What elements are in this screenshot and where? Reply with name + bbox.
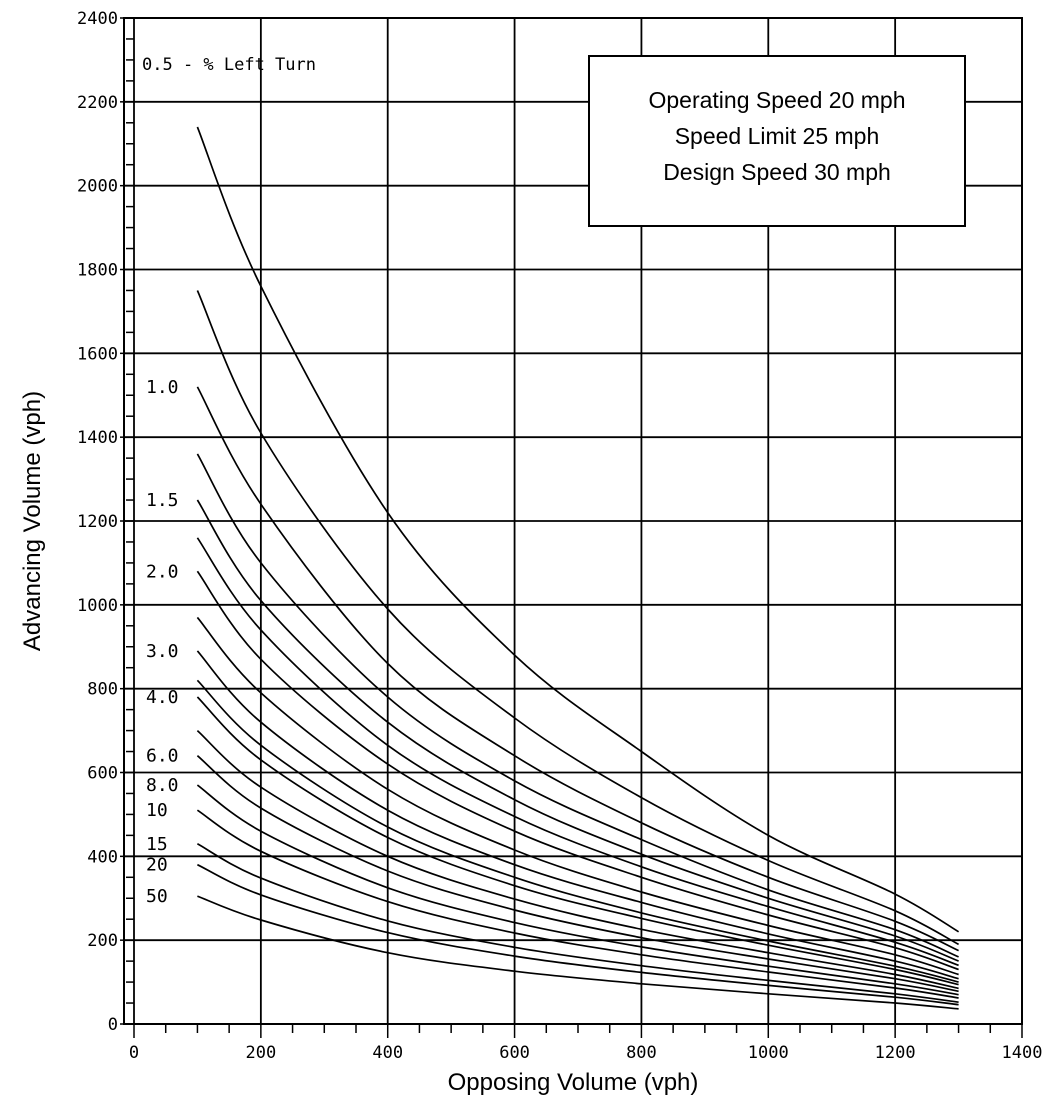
y-tick-label: 400 xyxy=(87,847,118,867)
curve-label: 2.0 xyxy=(146,561,179,582)
x-axis-title: Opposing Volume (vph) xyxy=(448,1069,699,1096)
series-line xyxy=(196,696,959,986)
x-tick-label: 0 xyxy=(129,1043,139,1063)
series-line xyxy=(196,290,959,946)
annotation-box-frame xyxy=(588,55,966,227)
series-line xyxy=(197,863,959,1006)
series-line xyxy=(196,729,959,990)
y-axis-title: Advancing Volume (vph) xyxy=(19,391,46,651)
series-line xyxy=(196,499,959,962)
y-tick-label: 200 xyxy=(87,931,118,951)
series-line xyxy=(196,809,959,999)
annotation-line-1: Operating Speed 20 mph xyxy=(648,87,905,113)
curve-label: 1.0 xyxy=(146,377,179,398)
curve-label: 8.0 xyxy=(146,775,179,796)
x-tick-label: 1000 xyxy=(748,1043,789,1063)
curve-label: 6.0 xyxy=(146,746,179,767)
x-tick-labels: 0 200 400 600 800 1000 1200 1400 xyxy=(129,1043,1043,1063)
curve-label: 4.0 xyxy=(146,687,179,708)
series-line xyxy=(196,679,959,983)
x-tick-label: 1400 xyxy=(1002,1043,1043,1063)
plot-frame xyxy=(123,17,1023,1025)
y-tick-label: 2200 xyxy=(77,93,118,113)
y-tick-label: 1200 xyxy=(77,512,118,532)
series-line xyxy=(197,895,959,1010)
y-tick-label: 1800 xyxy=(77,261,118,281)
curve-label: 20 xyxy=(146,855,168,876)
series-line xyxy=(196,386,959,952)
curves xyxy=(196,126,960,1010)
curve-label: 10 xyxy=(146,800,168,821)
y-tick-label: 1400 xyxy=(77,428,118,448)
x-tick-label: 400 xyxy=(372,1043,403,1063)
series-line xyxy=(196,616,959,976)
curve-label: 3.0 xyxy=(146,641,179,662)
y-tick-label: 1600 xyxy=(77,344,118,364)
series-line xyxy=(196,843,959,1004)
y-tick-label: 800 xyxy=(87,680,118,700)
annotation-line-2: Speed Limit 25 mph xyxy=(675,123,880,149)
y-tick-label: 2400 xyxy=(77,9,118,29)
curve-label: 50 xyxy=(146,886,168,907)
y-tick-label: 0 xyxy=(108,1015,118,1035)
series-line xyxy=(196,570,959,971)
series-line xyxy=(196,537,959,967)
curve-label: 15 xyxy=(146,834,168,855)
series-line xyxy=(196,784,959,996)
x-tick-label: 200 xyxy=(245,1043,276,1063)
curve-label: 1.5 xyxy=(146,490,179,511)
annotation-box: Operating Speed 20 mph Speed Limit 25 mp… xyxy=(588,55,966,227)
x-tick-label: 1200 xyxy=(875,1043,916,1063)
series-line xyxy=(196,126,960,933)
y-tick-label: 600 xyxy=(87,764,118,784)
annotation-line-3: Design Speed 30 mph xyxy=(663,159,891,185)
y-tick-label: 1000 xyxy=(77,596,118,616)
legend-title: 0.5 - % Left Turn xyxy=(142,55,316,75)
y-tick-labels: 0 200 400 600 800 1000 1200 1400 1600 1800 2000 220… xyxy=(77,9,118,1035)
series-line xyxy=(196,453,959,958)
series-line xyxy=(196,650,959,980)
y-tick-label: 2000 xyxy=(77,177,118,197)
series-line xyxy=(196,755,959,993)
x-tick-label: 600 xyxy=(499,1043,530,1063)
x-tick-label: 800 xyxy=(626,1043,657,1063)
